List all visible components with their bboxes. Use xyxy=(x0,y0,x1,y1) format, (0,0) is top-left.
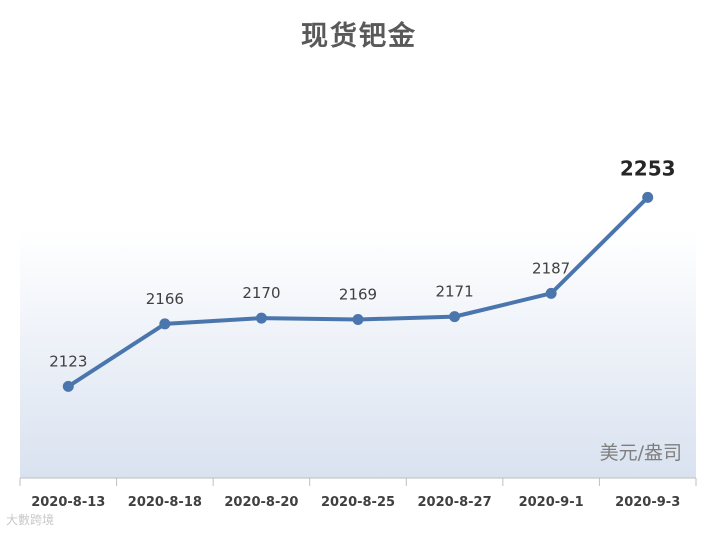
data-label: 2187 xyxy=(532,259,570,277)
data-point xyxy=(159,318,171,330)
data-label: 2171 xyxy=(435,283,473,301)
data-point xyxy=(545,287,557,299)
data-point xyxy=(352,314,364,326)
chart-title: 现货钯金 xyxy=(301,21,417,52)
data-point xyxy=(255,312,267,324)
data-label: 2169 xyxy=(339,286,377,304)
data-label: 2170 xyxy=(242,284,280,302)
x-tick-label: 2020-8-25 xyxy=(321,495,395,510)
x-tick-label: 2020-8-18 xyxy=(128,495,202,510)
x-tick-label: 2020-9-3 xyxy=(615,495,680,510)
data-point xyxy=(62,380,74,392)
unit-label: 美元/盎司 xyxy=(599,442,682,464)
x-tick-label: 2020-8-13 xyxy=(31,495,105,510)
x-tick-label: 2020-8-20 xyxy=(224,495,298,510)
data-label: 2253 xyxy=(620,156,676,180)
data-label: 2123 xyxy=(49,352,87,370)
plot-background xyxy=(20,230,696,478)
x-tick-label: 2020-8-27 xyxy=(418,495,492,510)
watermark-logo: 大數跨境 xyxy=(6,513,55,527)
x-tick-label: 2020-9-1 xyxy=(519,495,584,510)
data-point xyxy=(449,311,461,323)
data-label: 2166 xyxy=(146,290,184,308)
data-point xyxy=(642,191,654,203)
